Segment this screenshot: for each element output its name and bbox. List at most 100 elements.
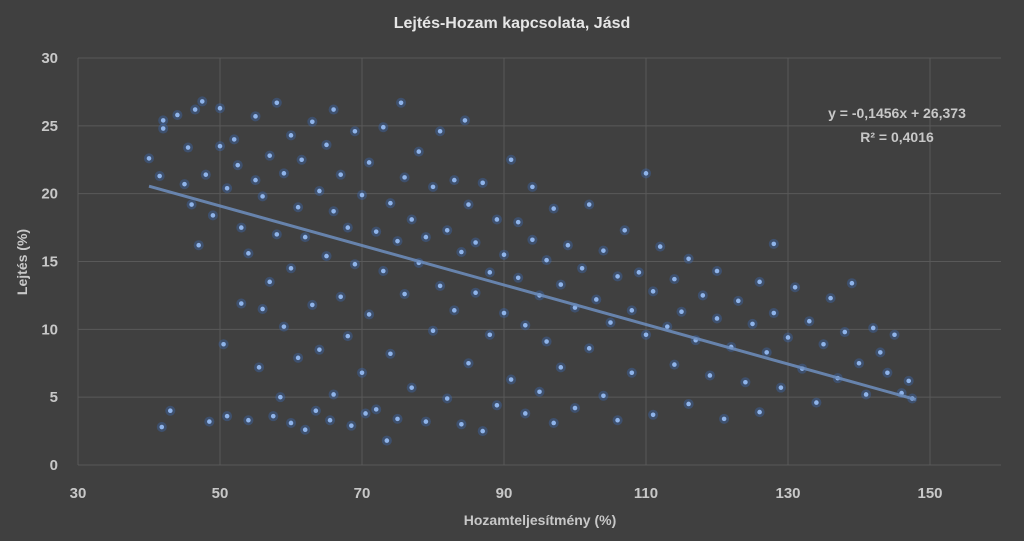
data-point (313, 408, 319, 414)
data-point (373, 229, 379, 234)
data-point (814, 400, 819, 405)
data-point (466, 202, 471, 207)
data-point (594, 297, 599, 302)
data-point (686, 256, 691, 262)
data-point (349, 423, 354, 428)
data-point (743, 379, 748, 385)
data-point (203, 172, 209, 177)
data-point (686, 401, 691, 407)
data-point (256, 365, 262, 370)
data-point (906, 378, 911, 384)
data-point (274, 100, 280, 106)
data-point (821, 341, 826, 347)
data-point (331, 209, 336, 214)
data-point (643, 171, 649, 176)
data-point (807, 318, 812, 324)
data-point (288, 265, 294, 271)
data-point (359, 192, 365, 198)
data-point (246, 417, 251, 423)
data-point (579, 265, 585, 271)
y-tick-label: 0 (50, 457, 58, 474)
data-point (856, 360, 862, 366)
x-tick-label: 130 (775, 485, 800, 502)
data-point (601, 393, 606, 399)
data-point (235, 162, 241, 168)
data-point (381, 268, 386, 274)
data-point (870, 325, 876, 331)
data-point (721, 416, 727, 422)
y-tick-label: 25 (41, 118, 58, 135)
chart-title: Lejtés-Hozam kapcsolata, Jásd (394, 15, 631, 32)
data-point (707, 373, 713, 378)
data-point (849, 280, 855, 286)
data-point (828, 295, 833, 301)
data-point (672, 362, 677, 367)
data-point (459, 249, 464, 255)
data-point (199, 99, 205, 104)
data-point (224, 185, 230, 191)
data-point (665, 324, 670, 329)
data-point (267, 153, 273, 158)
data-point (366, 160, 372, 165)
data-point (444, 396, 450, 401)
data-point (530, 184, 535, 190)
data-point (466, 360, 471, 366)
data-point (239, 301, 244, 306)
data-point (217, 143, 223, 149)
data-point (523, 322, 528, 328)
data-point (515, 219, 521, 225)
y-tick-label: 10 (41, 321, 58, 338)
data-point (317, 188, 322, 194)
data-point (224, 413, 230, 419)
data-point (260, 194, 265, 199)
data-point (792, 284, 798, 290)
data-point (398, 100, 404, 106)
data-point (657, 244, 663, 249)
data-point (565, 242, 571, 248)
data-point (423, 419, 429, 424)
data-point (679, 309, 684, 314)
data-point (700, 293, 706, 298)
data-point (494, 217, 500, 222)
data-point (409, 385, 415, 390)
data-point (388, 200, 393, 206)
x-tick-label: 150 (917, 485, 942, 502)
data-point (785, 335, 791, 340)
data-point (196, 242, 201, 248)
x-tick-label: 70 (354, 485, 371, 502)
data-point (423, 234, 429, 240)
data-point (487, 270, 493, 275)
data-point (281, 324, 287, 329)
data-point (508, 377, 514, 382)
data-point (160, 118, 166, 123)
data-point (338, 294, 344, 300)
data-point (310, 119, 315, 125)
data-point (473, 290, 478, 296)
data-point (714, 316, 720, 321)
data-point (437, 128, 443, 134)
data-point (537, 389, 542, 395)
data-point (544, 339, 549, 344)
data-point (159, 424, 165, 430)
data-point (366, 312, 372, 317)
data-point (757, 279, 762, 285)
data-point (643, 332, 649, 338)
data-point (345, 333, 351, 339)
data-point (359, 370, 365, 376)
data-point (544, 257, 549, 263)
data-point (281, 171, 287, 176)
data-point (409, 217, 415, 222)
data-point (402, 291, 407, 297)
x-axis-label: Hozamteljesítmény (%) (464, 512, 616, 528)
data-point (714, 268, 720, 274)
data-point (629, 308, 635, 313)
data-point (480, 180, 486, 186)
data-point (189, 202, 194, 207)
data-point (572, 405, 578, 411)
data-point (551, 206, 556, 211)
data-point (736, 298, 741, 304)
y-axis-label: Lejtés (%) (14, 229, 30, 295)
data-point (402, 175, 407, 180)
data-point (160, 126, 166, 131)
data-point (462, 118, 468, 123)
